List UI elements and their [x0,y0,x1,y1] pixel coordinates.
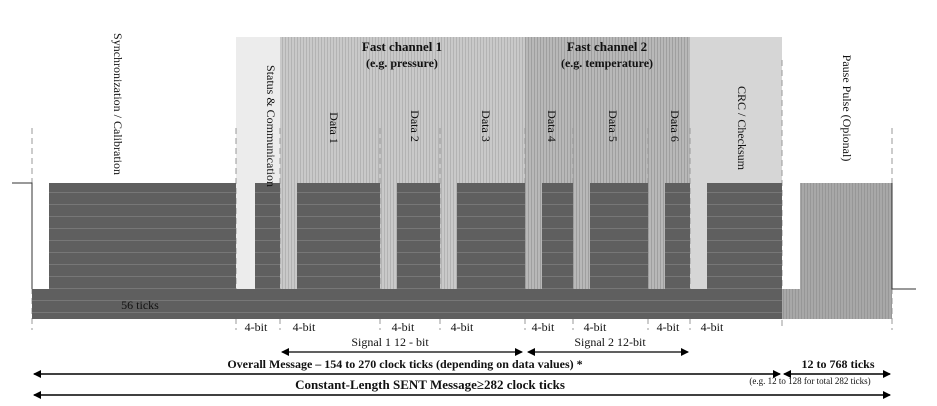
data2-label: Data 2 [408,110,422,142]
signal1-label: Signal 1 12 - bit [351,335,429,349]
data4-label: Data 4 [545,110,559,142]
data3-label: Data 3 [479,110,493,142]
fast-channel-1-title: Fast channel 1 [362,39,442,54]
fast-channel-2-subtitle: (e.g. temperature) [561,56,653,70]
wave-end [891,183,916,290]
pause-pulse [800,183,892,289]
fast-channel-1-subtitle: (e.g. pressure) [366,56,438,70]
bit-labels: 4-bit 4-bit 4-bit 4-bit 4-bit 4-bit 4-bi… [245,320,724,334]
bit-label-data3: 4-bit [451,320,474,334]
wave-start [12,182,33,289]
status-label: Status & Communication [264,65,278,187]
sync-label: Synchronization / Calibration [111,33,125,175]
data5-label: Data 5 [606,110,620,142]
signal2-label: Signal 2 12-bit [574,335,646,349]
crc-label: CRC / Checksum [735,86,749,171]
fast-channel-2-title: Fast channel 2 [567,39,647,54]
bit-label-data5: 4-bit [584,320,607,334]
constant-length-label: Constant-Length SENT Message≥282 clock t… [295,377,565,392]
pause-range-label: 12 to 768 ticks [802,357,875,371]
sync-ticks-label: 56 ticks [121,298,159,312]
data6-label: Data 6 [668,110,682,142]
waveform-high-pulses [49,183,782,289]
pause-note: (e.g. 12 to 128 for total 282 ticks) [749,376,870,386]
bit-label-data2: 4-bit [392,320,415,334]
pause-low [782,289,892,319]
bit-label-data4: 4-bit [532,320,555,334]
bit-label-data6: 4-bit [657,320,680,334]
data1-label: Data 1 [327,112,341,144]
overall-message-label: Overall Message – 154 to 270 clock ticks… [227,357,582,371]
pause-label: Pause Pulse (Opional) [840,55,854,162]
bit-label-status: 4-bit [245,320,268,334]
bit-label-data1: 4-bit [293,320,316,334]
bit-label-crc: 4-bit [701,320,724,334]
waveform-low-segments [32,289,782,319]
